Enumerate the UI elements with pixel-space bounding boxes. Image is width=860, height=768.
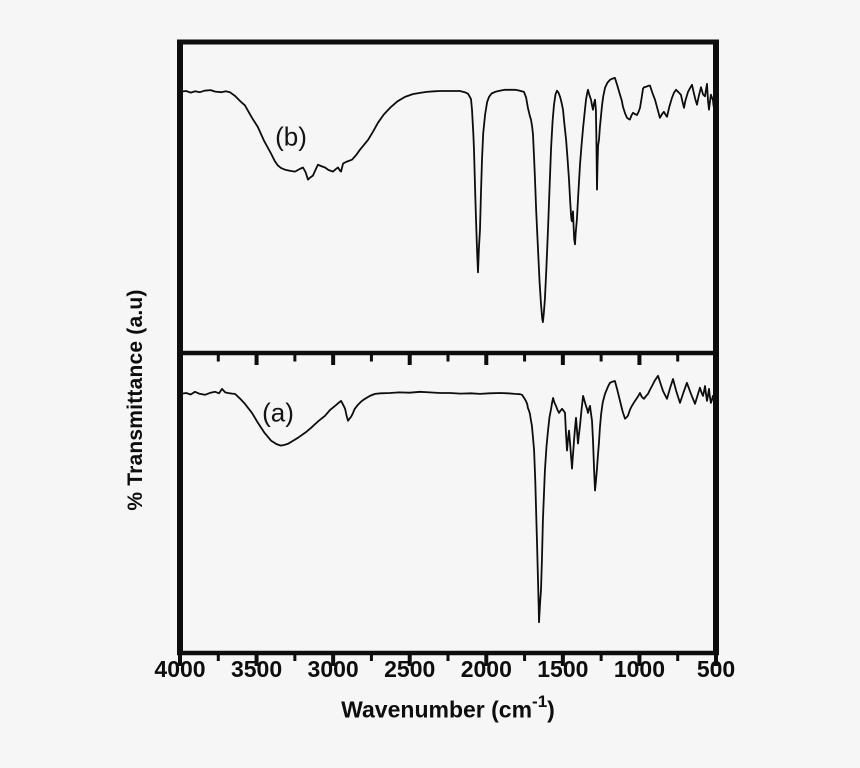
- x-axis-title-close: ): [547, 696, 555, 723]
- x-axis-title-main: Wavenumber (cm: [341, 696, 533, 723]
- x-axis-title: Wavenumber (cm-1): [341, 692, 555, 724]
- x-tick-label-2500: 2500: [384, 656, 436, 682]
- x-tick-label-4000: 4000: [154, 656, 206, 682]
- spectrum-b-curve: [179, 77, 715, 323]
- spectrum-a-curve: [179, 374, 714, 624]
- x-axis-title-superscript: -1: [532, 692, 548, 711]
- x-tick-label-500: 500: [696, 656, 736, 682]
- x-tick-label-2000: 2000: [460, 656, 512, 682]
- y-axis-title: % Transmittance (a.u): [124, 289, 147, 511]
- series-a-label: (a): [262, 397, 294, 428]
- x-tick-label-1500: 1500: [537, 656, 589, 682]
- x-tick-label-3500: 3500: [230, 656, 283, 682]
- x-tick-label-1000: 1000: [613, 656, 666, 682]
- x-tick-label-3000: 3000: [307, 656, 359, 682]
- series-b-label: (b): [275, 121, 307, 152]
